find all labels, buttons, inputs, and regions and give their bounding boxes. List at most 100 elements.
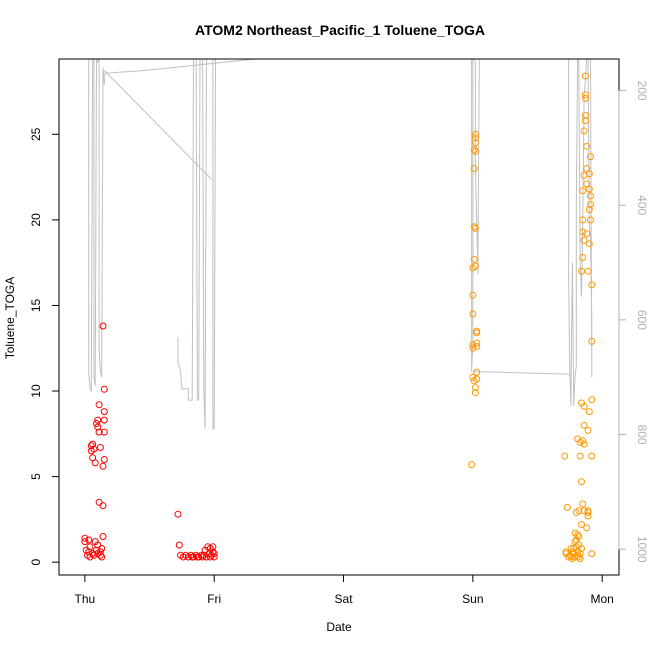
data-point (89, 440, 97, 448)
data-point (574, 531, 582, 539)
data-point (580, 402, 588, 410)
x-tick-label: Sun (462, 592, 483, 606)
data-point (470, 255, 478, 263)
data-point (587, 216, 594, 224)
data-point (95, 428, 103, 436)
data-point (576, 555, 584, 563)
data-point (585, 206, 593, 214)
chart-title: ATOM2 Northeast_Pacific_1 Toluene_TOGA (195, 22, 485, 38)
x-axis-label: Date (326, 620, 352, 634)
y-tick-label: 15 (29, 298, 43, 312)
data-point (95, 498, 103, 506)
data-point (471, 224, 479, 232)
x-tick-label: Mon (591, 592, 614, 606)
data-point (579, 228, 587, 236)
data-point (210, 550, 218, 558)
data-point (199, 553, 207, 561)
data-point (209, 548, 217, 556)
data-point (209, 543, 217, 551)
data-point (578, 545, 585, 552)
data-point (584, 426, 592, 434)
y-right-tick-label: 600 (635, 310, 649, 330)
data-point (100, 456, 108, 463)
data-point (580, 440, 588, 448)
data-point (579, 437, 587, 445)
data-point (583, 142, 591, 150)
data-point (578, 521, 585, 528)
altitude-trace (81, 58, 594, 430)
data-point (473, 339, 481, 347)
y-axis-label: Toluene_TOGA (3, 277, 17, 360)
data-point (575, 553, 583, 561)
data-point (471, 262, 479, 270)
y-tick-label: 0 (29, 559, 43, 566)
data-point (584, 267, 592, 275)
data-points (81, 72, 596, 563)
data-point (99, 462, 107, 470)
data-point (95, 401, 103, 409)
data-point (575, 507, 583, 515)
data-point (470, 165, 478, 172)
altitude-line-1 (103, 70, 212, 180)
data-point (94, 541, 102, 549)
data-point (581, 117, 589, 125)
data-point (587, 192, 594, 200)
data-point (86, 543, 94, 551)
data-point (471, 134, 479, 142)
data-point (583, 524, 591, 532)
data-point (579, 254, 587, 261)
data-point (587, 201, 594, 208)
data-point (81, 538, 89, 546)
data-point (585, 240, 593, 248)
data-point (563, 503, 571, 511)
data-point (96, 548, 104, 556)
y-right-tick-label: 200 (635, 81, 649, 101)
altitude-line-0 (81, 58, 480, 392)
data-point (579, 216, 587, 224)
data-point (471, 384, 479, 392)
data-point (588, 281, 596, 289)
x-axis: Thu Fri Sat Sun Mon (75, 574, 614, 606)
data-point (89, 550, 97, 558)
data-point (193, 553, 201, 561)
data-point (583, 230, 591, 238)
y-tick-label: 5 (29, 473, 43, 480)
data-point (100, 385, 108, 393)
data-point (99, 533, 107, 540)
data-point (81, 534, 89, 542)
data-point (93, 420, 100, 427)
data-point (85, 548, 93, 556)
data-point (469, 341, 477, 349)
data-point (568, 548, 576, 556)
data-point (588, 452, 596, 460)
data-point (580, 127, 588, 135)
data-point (210, 553, 218, 561)
data-point (581, 72, 589, 80)
data-point (100, 428, 108, 436)
data-point (584, 507, 592, 515)
y-tick-label: 25 (29, 127, 43, 141)
y-axis: 0 5 10 15 20 25 (29, 127, 60, 566)
data-point (473, 329, 481, 337)
data-point (585, 170, 593, 178)
data-point (580, 236, 588, 244)
data-point (471, 147, 479, 155)
data-point (471, 130, 479, 138)
y-right-tick-label: 400 (635, 195, 649, 215)
data-point (581, 94, 589, 102)
x-tick-label: Thu (75, 592, 96, 606)
data-point (468, 461, 476, 469)
data-point (473, 343, 481, 350)
y-tick-label: 10 (29, 384, 43, 398)
data-point (579, 500, 587, 508)
data-point (100, 408, 108, 416)
data-point (174, 510, 182, 518)
data-point (99, 502, 107, 510)
data-point (96, 551, 104, 559)
data-point (94, 423, 102, 431)
y-right-tick-label: 800 (635, 425, 649, 445)
data-point (469, 291, 477, 299)
data-point (578, 478, 585, 486)
data-point (576, 550, 584, 558)
